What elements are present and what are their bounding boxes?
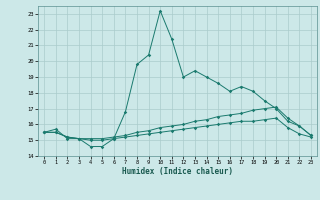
X-axis label: Humidex (Indice chaleur): Humidex (Indice chaleur) [122, 167, 233, 176]
